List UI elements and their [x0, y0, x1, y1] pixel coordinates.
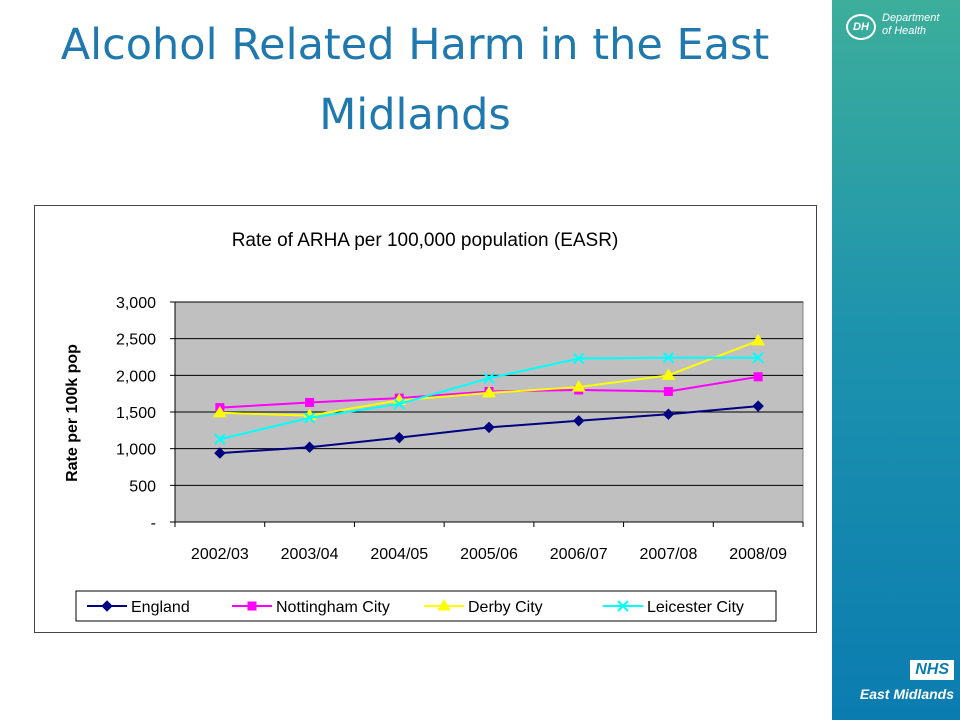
data-point-nottingham-city	[305, 397, 315, 407]
data-point-england	[573, 415, 585, 427]
slide-title: Alcohol Related Harm in the East Midland…	[60, 20, 770, 140]
chart-container: Rate of ARHA per 100,000 population (EAS…	[34, 205, 817, 633]
data-point-leicester-city	[662, 352, 675, 364]
department-of-health-logo: DH Department of Health	[846, 10, 956, 46]
y-tick-label: 500	[129, 478, 156, 495]
brand-sidebar: DH Department of Health NHS East Midland…	[832, 0, 960, 720]
y-tick-label: 1,000	[116, 442, 156, 459]
data-point-leicester-city	[573, 352, 585, 365]
legend-label-derby-city: Derby City	[468, 599, 543, 616]
data-point-leicester-city	[393, 398, 405, 410]
legend-marker-derby-city	[437, 599, 451, 611]
legend-label-england: England	[131, 599, 190, 616]
legend-marker-nottingham-city	[247, 601, 257, 611]
nhs-east-midlands-logo: NHS East Midlands	[848, 660, 954, 710]
nhs-badge: NHS	[910, 660, 954, 680]
line-chart: Rate of ARHA per 100,000 population (EAS…	[64, 230, 804, 622]
y-tick-label: 2,000	[116, 368, 156, 385]
legend-label-nottingham-city: Nottingham City	[276, 599, 390, 616]
data-point-derby-city	[212, 405, 227, 418]
chart-title: Rate of ARHA per 100,000 population (EAS…	[232, 230, 619, 251]
y-tick-label: 2,500	[116, 332, 156, 349]
nhs-region: East Midlands	[859, 686, 954, 702]
data-point-england	[393, 431, 405, 444]
data-point-england	[662, 408, 675, 420]
dh-badge: DH	[846, 14, 876, 40]
data-point-derby-city	[751, 333, 766, 346]
data-point-england	[752, 400, 764, 412]
dh-line-2: of Health	[882, 25, 927, 37]
x-tick-label: 2004/05	[370, 546, 428, 563]
data-point-derby-city	[482, 385, 496, 398]
data-point-derby-city	[661, 368, 676, 380]
data-point-leicester-city	[303, 412, 316, 424]
x-tick-label: 2007/08	[640, 546, 698, 563]
legend-marker-england	[101, 600, 113, 612]
data-point-england	[214, 447, 226, 459]
x-tick-label: 2008/09	[729, 546, 787, 563]
x-tick-label: 2005/06	[460, 546, 518, 563]
data-point-leicester-city	[752, 352, 764, 364]
y-axis-label: Rate per 100k pop	[64, 344, 81, 482]
data-point-england	[303, 441, 316, 453]
data-point-leicester-city	[214, 433, 226, 445]
x-tick-label: 2003/04	[281, 546, 339, 563]
legend-marker-leicester-city	[617, 600, 629, 612]
dh-line-1: Department	[882, 12, 940, 24]
data-point-leicester-city	[483, 372, 495, 384]
y-tick-label: 1,500	[116, 405, 156, 422]
legend-label-leicester-city: Leicester City	[647, 599, 744, 616]
x-tick-label: 2006/07	[550, 546, 608, 563]
data-point-nottingham-city	[753, 372, 763, 382]
dh-wordmark: Department of Health	[882, 12, 939, 38]
y-tick-label: -	[151, 515, 156, 532]
y-tick-label: 3,000	[116, 295, 156, 312]
data-point-nottingham-city	[663, 386, 673, 396]
data-point-england	[483, 421, 495, 434]
data-point-derby-city	[571, 380, 586, 392]
x-tick-label: 2002/03	[191, 546, 249, 563]
